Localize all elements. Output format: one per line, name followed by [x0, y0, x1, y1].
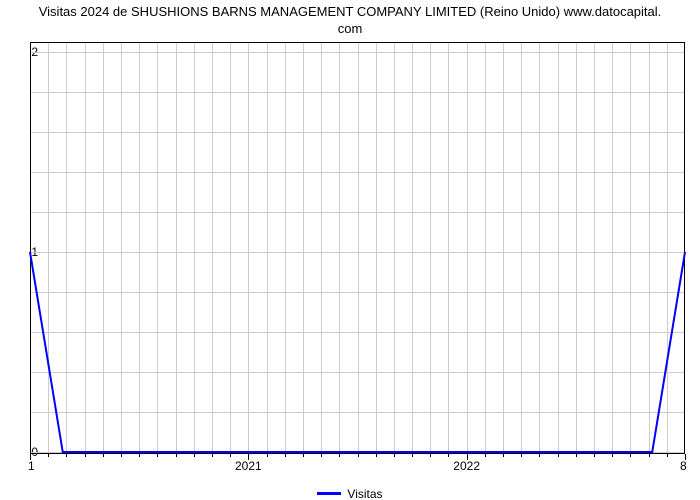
x-tick-mark — [230, 454, 231, 457]
legend-label: Visitas — [347, 487, 382, 500]
x-tick-mark — [539, 454, 540, 457]
x-right-end-label: 8 — [680, 459, 687, 473]
x-tick-mark — [485, 454, 486, 457]
x-tick-mark — [267, 454, 268, 457]
x-tick-mark — [430, 454, 431, 457]
x-tick-mark — [139, 454, 140, 457]
x-tick-mark — [176, 454, 177, 457]
x-tick-mark — [503, 454, 504, 457]
x-tick-mark — [376, 454, 377, 457]
x-tick-mark — [30, 454, 31, 460]
x-tick-mark — [630, 454, 631, 457]
x-tick-mark — [612, 454, 613, 457]
legend: Visitas — [0, 482, 700, 500]
x-tick-mark — [448, 454, 449, 457]
x-tick-label: 2021 — [235, 459, 262, 473]
title-line-2: com — [338, 21, 363, 36]
x-tick-mark — [667, 454, 668, 457]
x-tick-mark — [157, 454, 158, 457]
x-tick-mark — [685, 454, 686, 460]
x-tick-mark — [285, 454, 286, 457]
x-tick-mark — [358, 454, 359, 457]
x-tick-mark — [103, 454, 104, 457]
x-tick-mark — [467, 454, 468, 460]
x-tick-mark — [649, 454, 650, 457]
x-tick-mark — [85, 454, 86, 457]
x-tick-mark — [321, 454, 322, 457]
x-tick-mark — [248, 454, 249, 460]
x-tick-mark — [558, 454, 559, 457]
x-tick-label: 2022 — [453, 459, 480, 473]
series-line — [30, 42, 685, 454]
x-tick-mark — [339, 454, 340, 457]
x-tick-mark — [66, 454, 67, 457]
chart-title: Visitas 2024 de SHUSHIONS BARNS MANAGEME… — [0, 4, 700, 38]
x-tick-mark — [194, 454, 195, 457]
x-tick-mark — [303, 454, 304, 457]
title-line-1: Visitas 2024 de SHUSHIONS BARNS MANAGEME… — [39, 4, 662, 19]
x-tick-mark — [594, 454, 595, 457]
x-tick-mark — [412, 454, 413, 457]
x-tick-mark — [212, 454, 213, 457]
x-tick-mark — [394, 454, 395, 457]
x-tick-mark — [576, 454, 577, 457]
x-tick-mark — [521, 454, 522, 457]
x-tick-mark — [121, 454, 122, 457]
x-tick-mark — [48, 454, 49, 457]
x-left-end-label: 1 — [28, 459, 35, 473]
plot-area — [30, 42, 685, 454]
legend-swatch — [317, 492, 341, 495]
